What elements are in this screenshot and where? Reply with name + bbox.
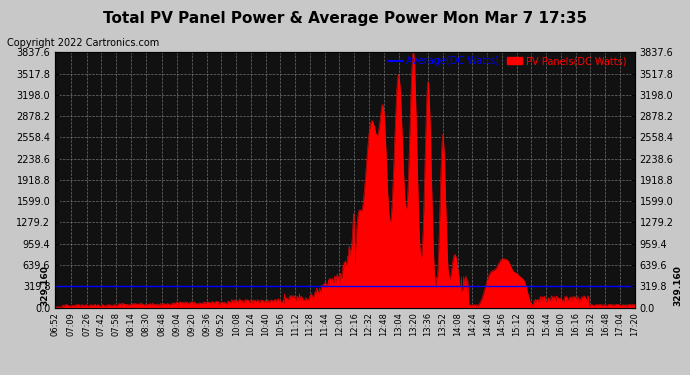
Legend: Average(DC Watts), PV Panels(DC Watts): Average(DC Watts), PV Panels(DC Watts) xyxy=(384,52,630,70)
Text: Total PV Panel Power & Average Power Mon Mar 7 17:35: Total PV Panel Power & Average Power Mon… xyxy=(103,11,587,26)
Text: 329.160: 329.160 xyxy=(41,265,50,306)
Text: Copyright 2022 Cartronics.com: Copyright 2022 Cartronics.com xyxy=(7,38,159,48)
Text: 329.160: 329.160 xyxy=(673,265,682,306)
